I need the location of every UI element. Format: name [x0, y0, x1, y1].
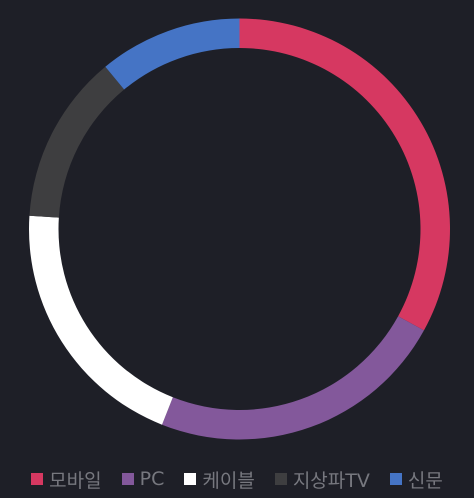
legend-label-1: 모바일 — [49, 469, 102, 492]
legend-swatch-5 — [389, 473, 402, 485]
legend-label-4: 지상파TV — [292, 469, 370, 492]
donut-slice-3[interactable] — [28, 215, 173, 425]
legend-swatch-1 — [31, 473, 44, 485]
legend-item-2[interactable]: PC — [121, 468, 165, 490]
donut-slice-1[interactable] — [239, 18, 451, 331]
legend-label-3: 케이블 — [202, 469, 255, 492]
legend-label-5: 신문 — [407, 469, 443, 492]
legend-item-5[interactable]: 신문 — [389, 466, 443, 493]
donut-slice-2[interactable] — [162, 316, 424, 440]
legend-item-4[interactable]: 지상파TV — [274, 466, 370, 493]
chart-legend: 모바일 PC 케이블 지상파TV 신문 — [0, 464, 474, 494]
legend-item-3[interactable]: 케이블 — [184, 466, 255, 493]
legend-label-2: PC — [139, 468, 165, 490]
donut-slices — [28, 18, 451, 440]
legend-item-1[interactable]: 모바일 — [31, 466, 102, 493]
legend-swatch-3 — [184, 473, 197, 485]
donut-slice-5[interactable] — [105, 18, 240, 90]
donut-slice-4[interactable] — [29, 66, 125, 218]
legend-swatch-4 — [274, 473, 287, 485]
legend-swatch-2 — [121, 473, 134, 485]
